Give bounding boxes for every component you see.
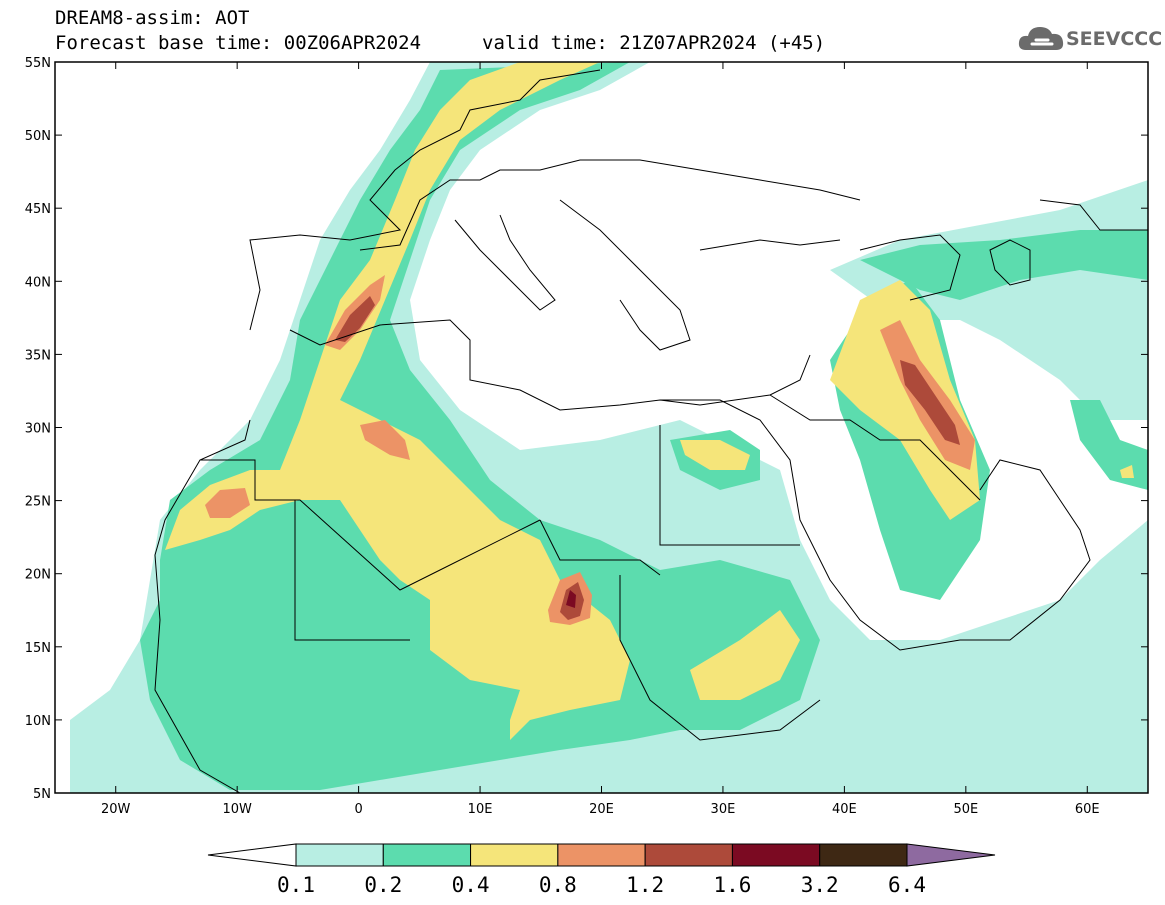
lat-tick-label: 35N [25,348,51,363]
valid-time: valid time: 21Z07APR2024 (+45) [482,32,826,54]
lon-tick-label: 30E [711,802,736,817]
lat-tick-label: 5N [33,787,51,802]
forecast-base-time: Forecast base time: 00Z06APR2024 [55,32,422,54]
colorbar-box [819,843,908,867]
lat-tick-label: 20N [25,568,51,583]
lat-tick-label: 55N [25,56,51,71]
lon-tick-label: 0 [354,802,362,817]
lon-tick-label: 20E [589,802,614,817]
lon-tick-label: 60E [1075,802,1100,817]
colorbar-label: 0.4 [452,873,490,897]
aot-band-1.6 [566,590,576,608]
lon-tick-label: 50E [953,802,978,817]
aot-field [70,62,1148,793]
latitude-axis: 55N 50N 45N 40N 35N 30N 25N 20N 15N 10N 5N [25,56,1148,802]
lat-tick-label: 30N [25,422,51,437]
colorbar-over-triangle [906,843,996,867]
colorbar-label: 0.1 [277,873,315,897]
colorbar-box [295,843,384,867]
lat-tick-label: 40N [25,275,51,290]
lat-tick-label: 50N [25,129,51,144]
colorbar-label: 1.6 [713,873,751,897]
colorbar-box [382,843,472,867]
lon-tick-label: 10W [222,802,252,817]
colorbar-label: 0.2 [364,873,402,897]
colorbar-label: 0.8 [539,873,577,897]
colorbar-labels: 0.1 0.2 0.4 0.8 1.2 1.6 3.2 6.4 [277,873,926,897]
logo-text: SEEVCCC [1066,28,1163,50]
cloud-icon [1018,27,1064,50]
longitude-axis: 20W 10W 0 10E 20E 30E 40E 50E 60E [101,62,1100,817]
colorbar-label: 6.4 [888,873,926,897]
lat-tick-label: 25N [25,495,51,510]
seevccc-logo: SEEVCCC [1018,22,1162,56]
aot-band-0.4 [165,62,1134,740]
lat-tick-label: 15N [25,641,51,656]
colorbar-box [470,843,559,867]
lat-tick-label: 10N [25,714,51,729]
lat-tick-label: 45N [25,202,51,217]
colorbar-label: 1.2 [626,873,664,897]
coastlines [154,69,1148,793]
colorbar-box [644,843,733,867]
map-title: DREAM8-assim: AOT [55,7,250,29]
colorbar-label: 3.2 [801,873,839,897]
lon-tick-label: 40E [832,802,857,817]
colorbar-boxes [207,843,996,867]
colorbar-box [557,843,646,867]
lon-tick-label: 20W [101,802,131,817]
colorbar-box [731,843,821,867]
lon-tick-label: 10E [468,802,493,817]
colorbar-under-triangle [207,843,297,867]
